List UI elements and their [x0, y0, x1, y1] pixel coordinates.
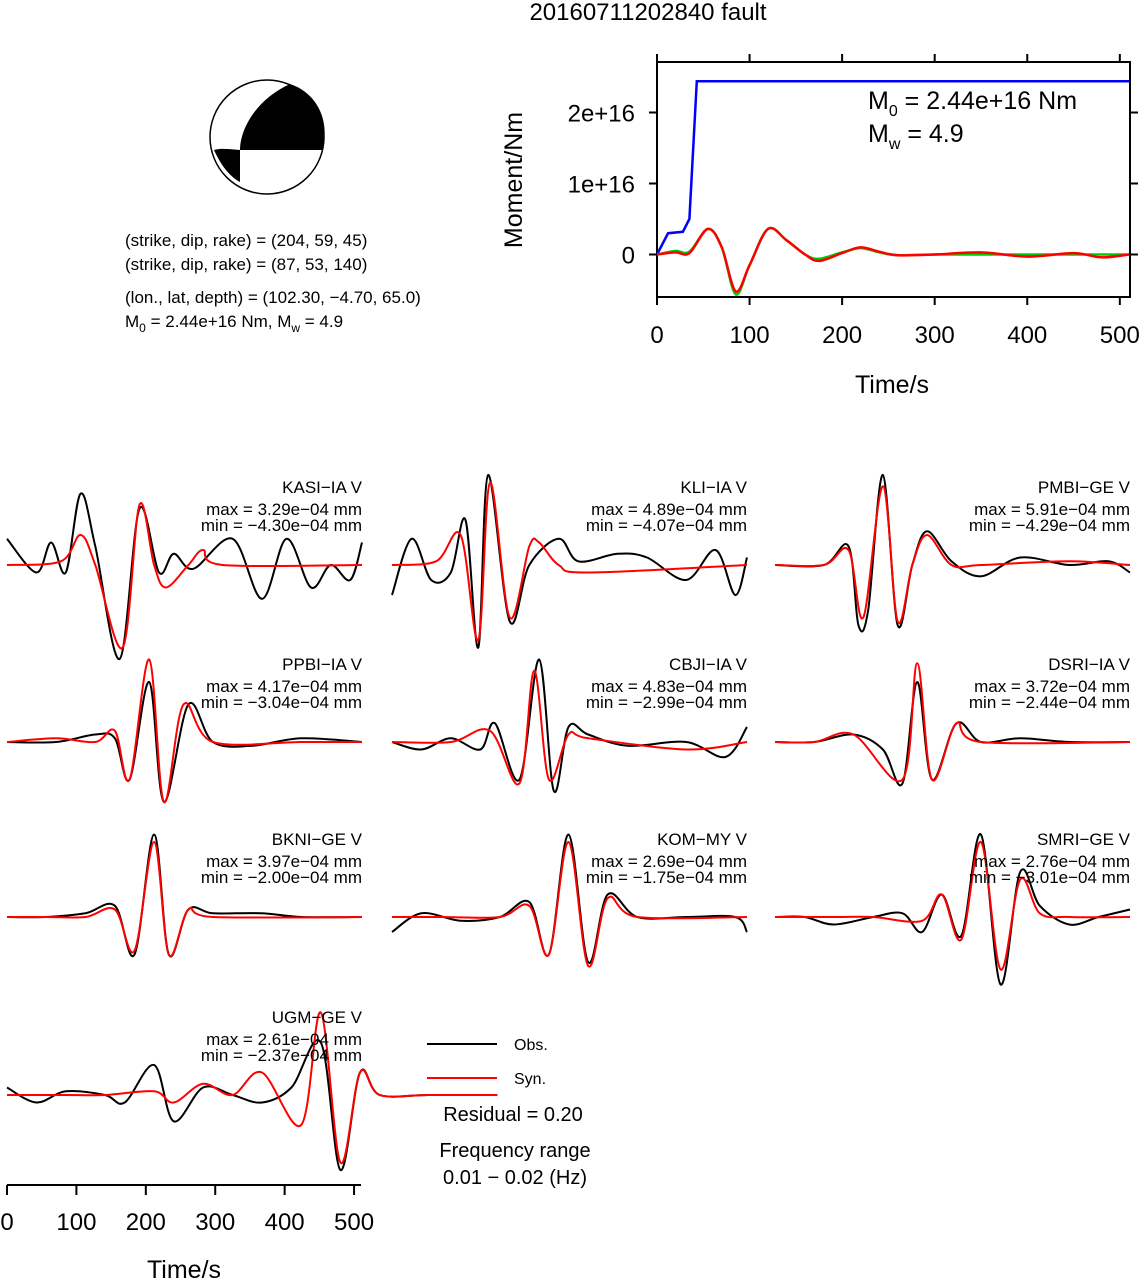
station-max: max = 4.17e−04 mm — [206, 677, 362, 696]
waveform-time-axis: 0 100 200 300 400 500 Time/s — [0, 1184, 374, 1284]
station-max: max = 2.61e−04 mm — [206, 1030, 362, 1049]
station-max: max = 2.76e−04 mm — [974, 852, 1130, 871]
observed-trace — [391, 473, 748, 649]
synthetic-trace — [6, 501, 363, 650]
moment-series-line-3 — [656, 226, 1130, 293]
moment-x-tick-label: 100 — [730, 322, 770, 349]
station-min: min = −2.37e−04 mm — [201, 1046, 362, 1065]
moment-x-tick-label: 0 — [650, 322, 663, 349]
station-name: CBJI−IA V — [669, 655, 748, 674]
station-max: max = 3.72e−04 mm — [974, 677, 1130, 696]
station-name: PPBI−IA V — [282, 655, 363, 674]
station-min: min = −2.00e−04 mm — [201, 868, 362, 887]
moment-y-tick-label: 0 — [622, 243, 635, 270]
station-min: min = −4.07e−04 mm — [586, 516, 747, 535]
moment-y-label: Moment/Nm — [500, 112, 528, 248]
station-min: min = −3.04e−04 mm — [201, 693, 362, 712]
synthetic-trace — [7, 840, 363, 958]
moment-x-tick-label: 200 — [822, 322, 862, 349]
frequency-range-title: Frequency range — [439, 1140, 590, 1162]
station-max: max = 2.69e−04 mm — [591, 852, 747, 871]
moment-series-line-1 — [655, 80, 1130, 256]
station-name: SMRI−GE V — [1037, 830, 1131, 849]
observed-trace — [774, 473, 1131, 633]
station-name: PMBI−GE V — [1038, 478, 1131, 497]
synthetic-trace — [391, 481, 748, 642]
station-max: max = 4.83e−04 mm — [591, 677, 747, 696]
moment-y-tick-label: 1e+16 — [568, 172, 635, 199]
observed-trace — [6, 680, 363, 804]
source-parameters: (strike, dip, rake) = (204, 59, 45) (str… — [125, 231, 421, 335]
station-name: KLI−IA V — [680, 478, 747, 497]
station-min: min = −2.99e−04 mm — [586, 693, 747, 712]
waveform-x-tick-label: 400 — [265, 1209, 305, 1236]
moment-y-tick-label: 2e+16 — [568, 101, 635, 128]
residual-text: Residual = 0.20 — [443, 1104, 583, 1126]
nodal-plane-1: (strike, dip, rake) = (204, 59, 45) — [125, 231, 367, 250]
station-name: KOM−MY V — [657, 830, 748, 849]
station-name: DSRI−IA V — [1048, 655, 1130, 674]
synthetic-trace — [774, 662, 1131, 783]
station-min: min = −1.75e−04 mm — [586, 868, 747, 887]
station-min: min = −4.30e−04 mm — [201, 516, 362, 535]
observed-trace — [391, 833, 748, 964]
station-name: UGM−GE V — [272, 1008, 363, 1027]
synthetic-trace — [391, 669, 748, 786]
synthetic-trace — [6, 658, 362, 804]
moment-plot-frame — [656, 61, 1131, 298]
frequency-range-value: 0.01 − 0.02 (Hz) — [443, 1167, 587, 1189]
station-name: BKNI−GE V — [272, 830, 363, 849]
beachball-diagram — [209, 79, 325, 195]
station-min: min = −4.29e−04 mm — [969, 516, 1130, 535]
station-max: max = 5.91e−04 mm — [974, 500, 1130, 519]
waveform-x-tick-label: 300 — [195, 1209, 235, 1236]
moment-x-tick-label: 500 — [1100, 322, 1140, 349]
waveform-x-label: Time/s — [147, 1256, 221, 1281]
hypocenter: (lon., lat, depth) = (102.30, −4.70, 65.… — [125, 288, 421, 307]
synthetic-trace — [775, 840, 1131, 971]
moment-magnitude-line: M0 = 2.44e+16 Nm, Mw = 4.9 — [125, 312, 343, 335]
waveform-x-tick-label: 0 — [0, 1209, 13, 1236]
station-max: max = 3.29e−04 mm — [206, 500, 362, 519]
station-min: min = −3.01e−04 mm — [969, 868, 1130, 887]
nodal-plane-2: (strike, dip, rake) = (87, 53, 140) — [125, 255, 367, 274]
synthetic-trace — [6, 1011, 498, 1164]
moment-x-label: Time/s — [855, 371, 929, 399]
beachball-outline — [209, 79, 325, 195]
synthetic-trace — [774, 485, 1131, 625]
station-name: KASI−IA V — [282, 478, 363, 497]
moment-x-tick-label: 300 — [915, 322, 955, 349]
observed-trace — [6, 492, 363, 660]
moment-series-line-2 — [656, 226, 1130, 296]
beachball-compressional-lobe — [240, 84, 325, 150]
moment-annotation-m0: M0 = 2.44e+16 Nm — [868, 87, 1077, 120]
observed-trace — [391, 658, 748, 793]
station-max: max = 4.89e−04 mm — [591, 500, 747, 519]
station-min: min = −2.44e−04 mm — [969, 693, 1130, 712]
figure-title: 20160711202840 fault — [529, 0, 766, 26]
waveform-x-tick-label: 500 — [334, 1209, 374, 1236]
moment-panel: 0 1e+16 2e+16 0 100 200 300 400 500 Moment/Nm T… — [500, 54, 1140, 399]
legend-obs-label: Obs. — [514, 1037, 548, 1054]
legend: Obs. Syn. Residual = 0.20 Frequency rang… — [427, 1037, 591, 1189]
waveform-x-tick-label: 100 — [56, 1209, 96, 1236]
waveform-x-tick-label: 200 — [126, 1209, 166, 1236]
station-max: max = 3.97e−04 mm — [206, 852, 362, 871]
moment-annotation-mw: Mw = 4.9 — [868, 120, 964, 153]
legend-syn-label: Syn. — [514, 1071, 546, 1088]
synthetic-trace — [392, 840, 748, 968]
moment-x-tick-label: 400 — [1007, 322, 1047, 349]
